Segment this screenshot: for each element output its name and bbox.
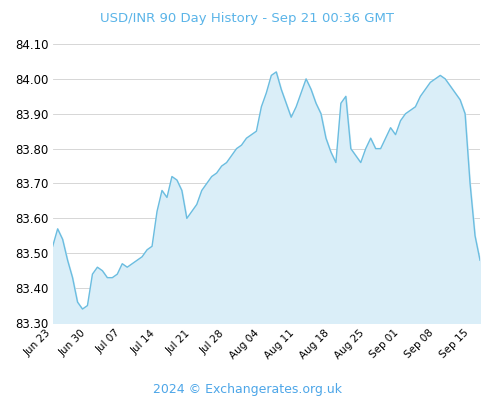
Text: 2024 © Exchangerates.org.uk: 2024 © Exchangerates.org.uk [153,383,342,396]
Text: USD/INR 90 Day History - Sep 21 00:36 GMT: USD/INR 90 Day History - Sep 21 00:36 GM… [100,12,395,25]
